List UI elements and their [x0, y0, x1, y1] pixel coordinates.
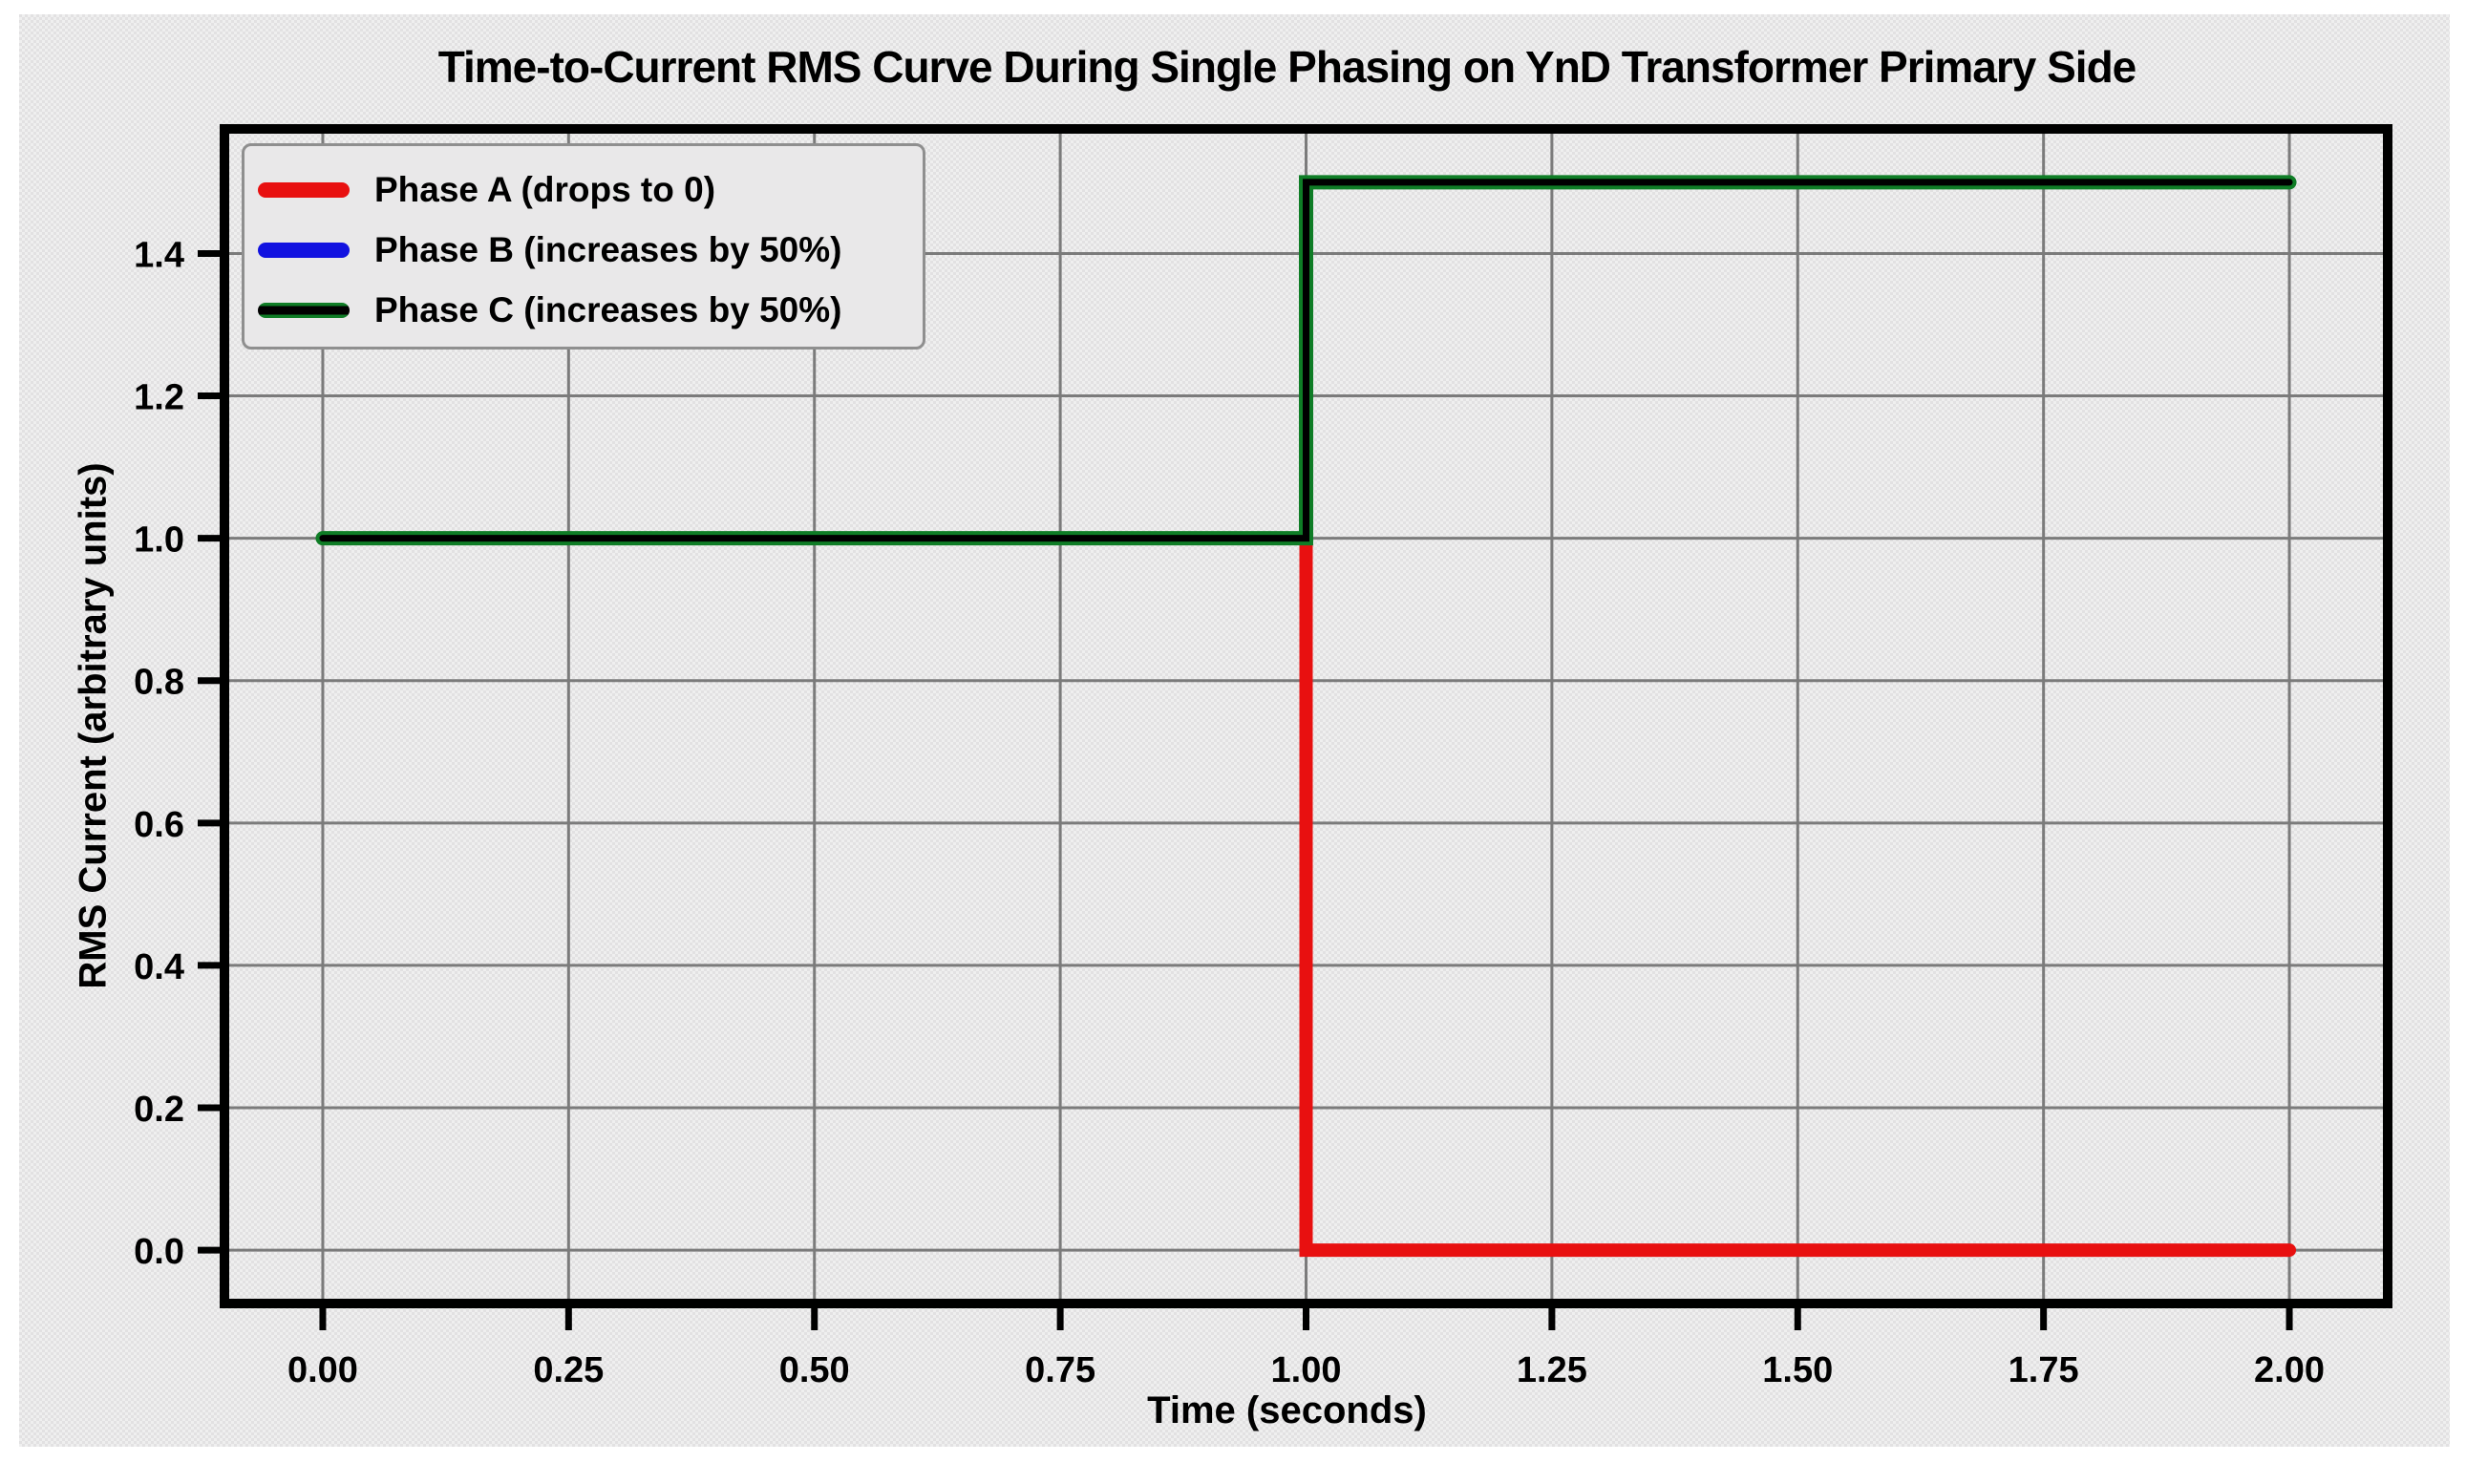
- axes-frame: [220, 124, 2392, 1308]
- chart-figure: Time-to-Current RMS Curve During Single …: [19, 14, 2450, 1447]
- x-tick-label: 2.00: [2254, 1350, 2325, 1390]
- x-tick-label: 0.25: [533, 1350, 604, 1390]
- x-tick-label: 0.50: [779, 1350, 850, 1390]
- x-axis-label: Time (seconds): [1147, 1389, 1427, 1431]
- y-tick-label: 1.4: [134, 235, 184, 275]
- legend-label-phase-b: Phase B (increases by 50%): [374, 229, 842, 269]
- y-tick-label: 0.2: [134, 1090, 184, 1130]
- y-tick-label: 1.0: [134, 520, 184, 561]
- x-tick-label: 0.75: [1025, 1350, 1095, 1390]
- y-tick-label: 0.4: [134, 947, 184, 987]
- phase-b-line-swatch: [258, 242, 350, 258]
- series-line: [315, 531, 2297, 1258]
- x-tick-label: 1.25: [1517, 1350, 1587, 1390]
- y-tick-label: 0.6: [134, 805, 184, 845]
- legend-label-phase-c: Phase C (increases by 50%): [374, 289, 842, 329]
- legend-label-phase-a: Phase A (drops to 0): [374, 169, 716, 209]
- y-tick-label: 0.8: [134, 663, 184, 703]
- chart-title: Time-to-Current RMS Curve During Single …: [437, 42, 2137, 92]
- legend-row-phase-b: Phase B (increases by 50%): [258, 220, 923, 280]
- legend: Phase A (drops to 0) Phase B (increases …: [242, 143, 925, 350]
- phase-c-line-swatch: [258, 302, 350, 318]
- legend-row-phase-c: Phase C (increases by 50%): [258, 280, 923, 340]
- x-tick-label: 1.50: [1762, 1350, 1833, 1390]
- phase-a-line-swatch: [258, 181, 350, 198]
- series-line-core: [319, 179, 2293, 542]
- y-tick-label: 1.2: [134, 378, 184, 418]
- legend-row-phase-a: Phase A (drops to 0): [258, 159, 923, 220]
- x-tick-label: 1.75: [2009, 1350, 2079, 1390]
- y-tick-label: 0.0: [134, 1232, 184, 1272]
- x-tick-label: 0.00: [287, 1350, 358, 1390]
- x-tick-label: 1.00: [1271, 1350, 1342, 1390]
